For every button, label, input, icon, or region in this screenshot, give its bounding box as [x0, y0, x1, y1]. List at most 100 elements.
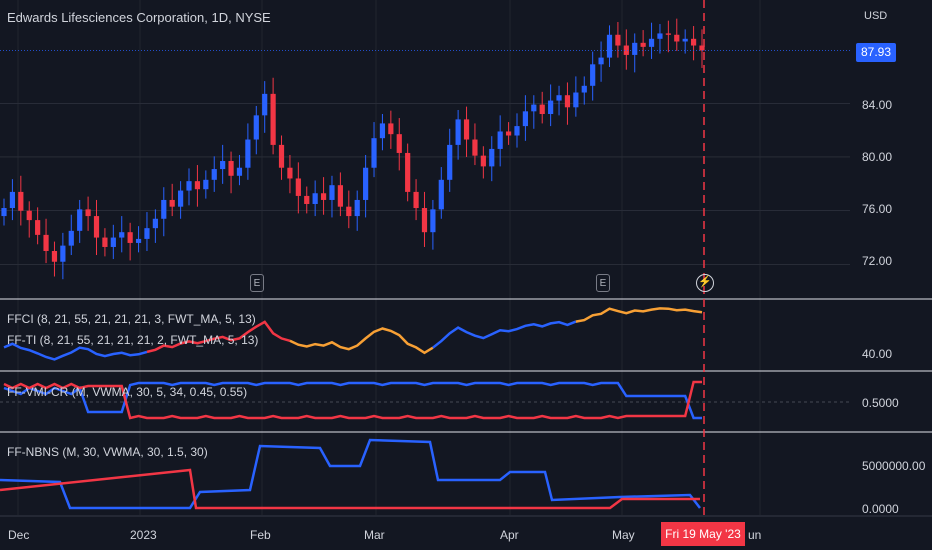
- candle-body: [363, 167, 369, 200]
- earnings-icon[interactable]: E: [250, 274, 264, 292]
- candle-body: [35, 220, 41, 235]
- candle-body: [178, 190, 184, 207]
- nbns-blue-line: [0, 438, 701, 510]
- candle-body: [472, 139, 478, 156]
- time-axis-label: Feb: [250, 528, 271, 542]
- ffci-line: [575, 307, 703, 323]
- time-axis-label: 2023: [130, 528, 157, 542]
- candle-body: [522, 111, 528, 127]
- crosshair-date-badge: Fri 19 May '23: [661, 522, 745, 546]
- time-axis-label: Mar: [364, 528, 385, 542]
- time-axis-label: Apr: [500, 528, 519, 542]
- candle-body: [598, 57, 604, 65]
- candle-body: [211, 169, 217, 180]
- candle-body: [270, 93, 276, 145]
- candle-body: [421, 208, 428, 233]
- price-axis-label: 80.00: [862, 150, 893, 164]
- candle-body: [337, 185, 343, 207]
- candle-body: [648, 38, 655, 47]
- price-axis-label: 76.00: [862, 202, 893, 216]
- candle-body: [60, 245, 66, 262]
- ff-nbns-legend[interactable]: FF-NBNS (M, 30, VWMA, 30, 1.5, 30): [7, 445, 208, 459]
- candle-body: [396, 134, 402, 153]
- dividend-icon[interactable]: ⚡: [696, 274, 714, 292]
- candle-body: [203, 179, 209, 190]
- candle-body: [1, 208, 7, 217]
- candle-body: [657, 33, 663, 39]
- candle-body: [236, 167, 243, 176]
- candle-body: [93, 216, 100, 238]
- candle-body: [539, 104, 545, 115]
- candle-body: [169, 199, 175, 207]
- time-axis-label: un: [748, 528, 762, 542]
- nbns-axis-label-high: 5000000.00: [862, 459, 926, 473]
- ffci-line: [432, 320, 577, 349]
- candle-body: [85, 209, 91, 217]
- candle-body: [18, 191, 24, 211]
- nbns-axis-label-zero: 0.0000: [862, 502, 899, 516]
- ffci-legend[interactable]: FFCI (8, 21, 55, 21, 21, 21, 3, FWT_MA, …: [7, 312, 256, 326]
- candle-body: [295, 178, 301, 196]
- candle-body: [9, 191, 16, 209]
- candle-body: [682, 38, 688, 42]
- currency-label: USD: [864, 10, 888, 22]
- candle-body: [623, 45, 629, 55]
- candle-body: [228, 161, 234, 176]
- candle-body: [531, 104, 537, 112]
- ffci-line: [3, 342, 148, 361]
- candle-body: [665, 33, 671, 35]
- candle-body: [606, 34, 613, 58]
- candle-body: [480, 155, 486, 167]
- candle-body: [253, 115, 259, 140]
- candle-body: [573, 92, 579, 108]
- candle-body: [447, 144, 453, 180]
- ffti-legend[interactable]: FF-TI (8, 21, 55, 21, 21, 21, 2, FWT_MA,…: [7, 333, 259, 347]
- candle-body: [127, 232, 133, 243]
- ff-vmi-cr-legend[interactable]: FF-VMI-CR (M, VWMA, 30, 5, 34, 0.45, 0.5…: [7, 385, 248, 399]
- candle-body: [581, 85, 587, 93]
- candle-body: [102, 237, 108, 247]
- candle-body: [463, 119, 470, 140]
- candle-body: [346, 206, 352, 217]
- candle-body: [430, 209, 436, 233]
- last-price-badge: 87.93: [856, 43, 896, 62]
- candle-body: [161, 199, 167, 219]
- candle-body: [220, 161, 226, 170]
- ffci-axis-label: 40.00: [862, 347, 893, 361]
- candle-body: [110, 237, 116, 247]
- price-axis-label: 72.00: [862, 254, 893, 268]
- candle-body: [548, 100, 554, 115]
- candle-body: [68, 230, 74, 246]
- candle-body: [354, 199, 360, 217]
- candle-body: [690, 38, 697, 46]
- candle-body: [413, 191, 419, 209]
- candle-body: [245, 139, 251, 168]
- candle-body: [262, 93, 268, 116]
- candle-body: [405, 152, 411, 192]
- candle-body: [51, 250, 58, 262]
- candle-body: [388, 123, 394, 135]
- candle-body: [119, 232, 125, 238]
- candle-body: [26, 210, 32, 221]
- vmi-axis-label: 0.5000: [862, 396, 899, 410]
- time-axis-label: May: [612, 528, 635, 542]
- candle-body: [505, 131, 512, 136]
- candle-body: [312, 193, 318, 204]
- earnings-icon[interactable]: E: [596, 274, 610, 292]
- candle-body: [379, 123, 386, 139]
- candle-body: [152, 218, 158, 229]
- symbol-title[interactable]: Edwards Lifesciences Corporation, 1D, NY…: [7, 10, 271, 25]
- candle-body: [329, 185, 335, 200]
- candle-body: [674, 34, 680, 42]
- candle-body: [556, 95, 562, 101]
- candle-body: [144, 228, 150, 239]
- time-axis-label: Dec: [8, 528, 30, 542]
- candle-body: [77, 209, 83, 231]
- candle-body: [640, 42, 646, 47]
- candle-body: [43, 234, 49, 251]
- candle-body: [615, 34, 621, 46]
- vmi-red-line: [3, 380, 702, 420]
- candle-body: [135, 238, 142, 243]
- candle-body: [590, 64, 596, 86]
